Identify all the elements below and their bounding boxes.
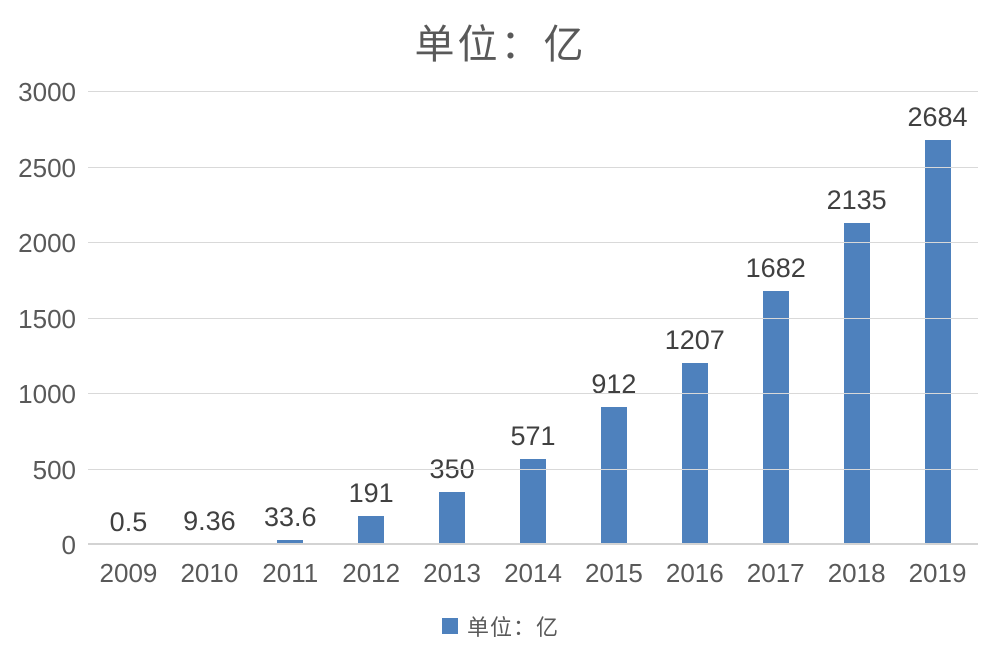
bar-value-label: 9.36 (183, 505, 236, 536)
bar-cell-2017: 1682 (735, 92, 816, 545)
x-tick-label-2011: 2011 (262, 558, 319, 588)
bar-value-label: 1207 (664, 324, 725, 355)
gridline (88, 166, 978, 168)
x-tick-label-2017: 2017 (746, 558, 805, 588)
x-tick-label-2009: 2009 (99, 558, 158, 588)
bar-2018 (843, 222, 870, 545)
bar-2013 (439, 492, 466, 545)
y-tick-label: 2500 (18, 152, 76, 183)
y-tick-label: 1000 (18, 379, 76, 409)
y-tick-label: 2000 (18, 228, 76, 258)
bar-2012 (358, 516, 385, 545)
bar-value-label: 912 (591, 369, 637, 400)
bar-cell-2012: 191 (331, 92, 412, 545)
x-tick-label-2019: 2019 (908, 558, 967, 588)
bar-value-label: 2135 (826, 184, 887, 215)
x-tick-label-2018: 2018 (827, 558, 886, 588)
bar-2015 (600, 407, 627, 545)
bar-value-label: 571 (510, 420, 556, 451)
x-tick-label-2015: 2015 (584, 558, 643, 588)
legend-swatch-icon (441, 618, 458, 634)
bar-value-label: 0.5 (109, 506, 148, 537)
gridline (88, 468, 978, 470)
x-tick-label-2012: 2012 (342, 558, 401, 588)
bar-2019 (924, 139, 951, 545)
gridline (88, 393, 978, 394)
chart-title: 单位：亿 (414, 22, 587, 68)
bar-value-label: 1682 (745, 253, 806, 284)
x-axis-line (88, 543, 978, 545)
y-tick-label: 3000 (18, 77, 76, 107)
bar-2014 (519, 458, 546, 545)
bar-value-label: 2684 (907, 101, 968, 132)
legend: 单位：亿 (0, 610, 1001, 642)
x-tick-label-2016: 2016 (665, 558, 724, 588)
bar-2016 (681, 362, 708, 545)
plot-area: 0.5 9.36 33.6 191 350 571 912 1207 1682 2135 2684 (88, 91, 978, 545)
bar-2011 (277, 539, 304, 545)
gridline (88, 91, 978, 92)
bar-cell-2011: 33.6 (250, 92, 331, 545)
bar-cell-2014: 571 (493, 92, 574, 545)
bar-value-label: 33.6 (263, 501, 317, 532)
bar-cell-2018: 2135 (816, 92, 897, 545)
bar-series: 0.5 9.36 33.6 191 350 571 912 1207 1682 2135 2684 (88, 92, 978, 545)
x-tick-label-2014: 2014 (504, 558, 562, 588)
y-tick-label: 0 (61, 530, 76, 560)
y-tick-label: 500 (32, 454, 76, 485)
bar-cell-2013: 350 (412, 92, 493, 545)
x-axis: 2009 2010 2011 2012 2013 2014 2015 2016 2017 2018… (88, 558, 978, 589)
x-tick-label-2010: 2010 (180, 558, 239, 588)
legend-label: 单位：亿 (466, 616, 559, 641)
y-tick-label: 1500 (18, 303, 76, 334)
bar-cell-2015: 912 (573, 92, 654, 545)
y-axis: 0 500 1000 1500 2000 2500 3000 (0, 77, 76, 560)
bar-cell-2010: 9.36 (169, 92, 250, 545)
bar-2017 (762, 291, 789, 545)
bar-value-label: 350 (429, 454, 475, 485)
x-tick-label-2013: 2013 (423, 558, 481, 588)
bar-cell-2019: 2684 (897, 92, 978, 545)
gridline (88, 317, 978, 319)
bar-cell-2016: 1207 (654, 92, 735, 545)
bar-cell-2009: 0.5 (88, 92, 169, 545)
gridline (88, 242, 978, 243)
bar-value-label: 191 (348, 478, 394, 509)
